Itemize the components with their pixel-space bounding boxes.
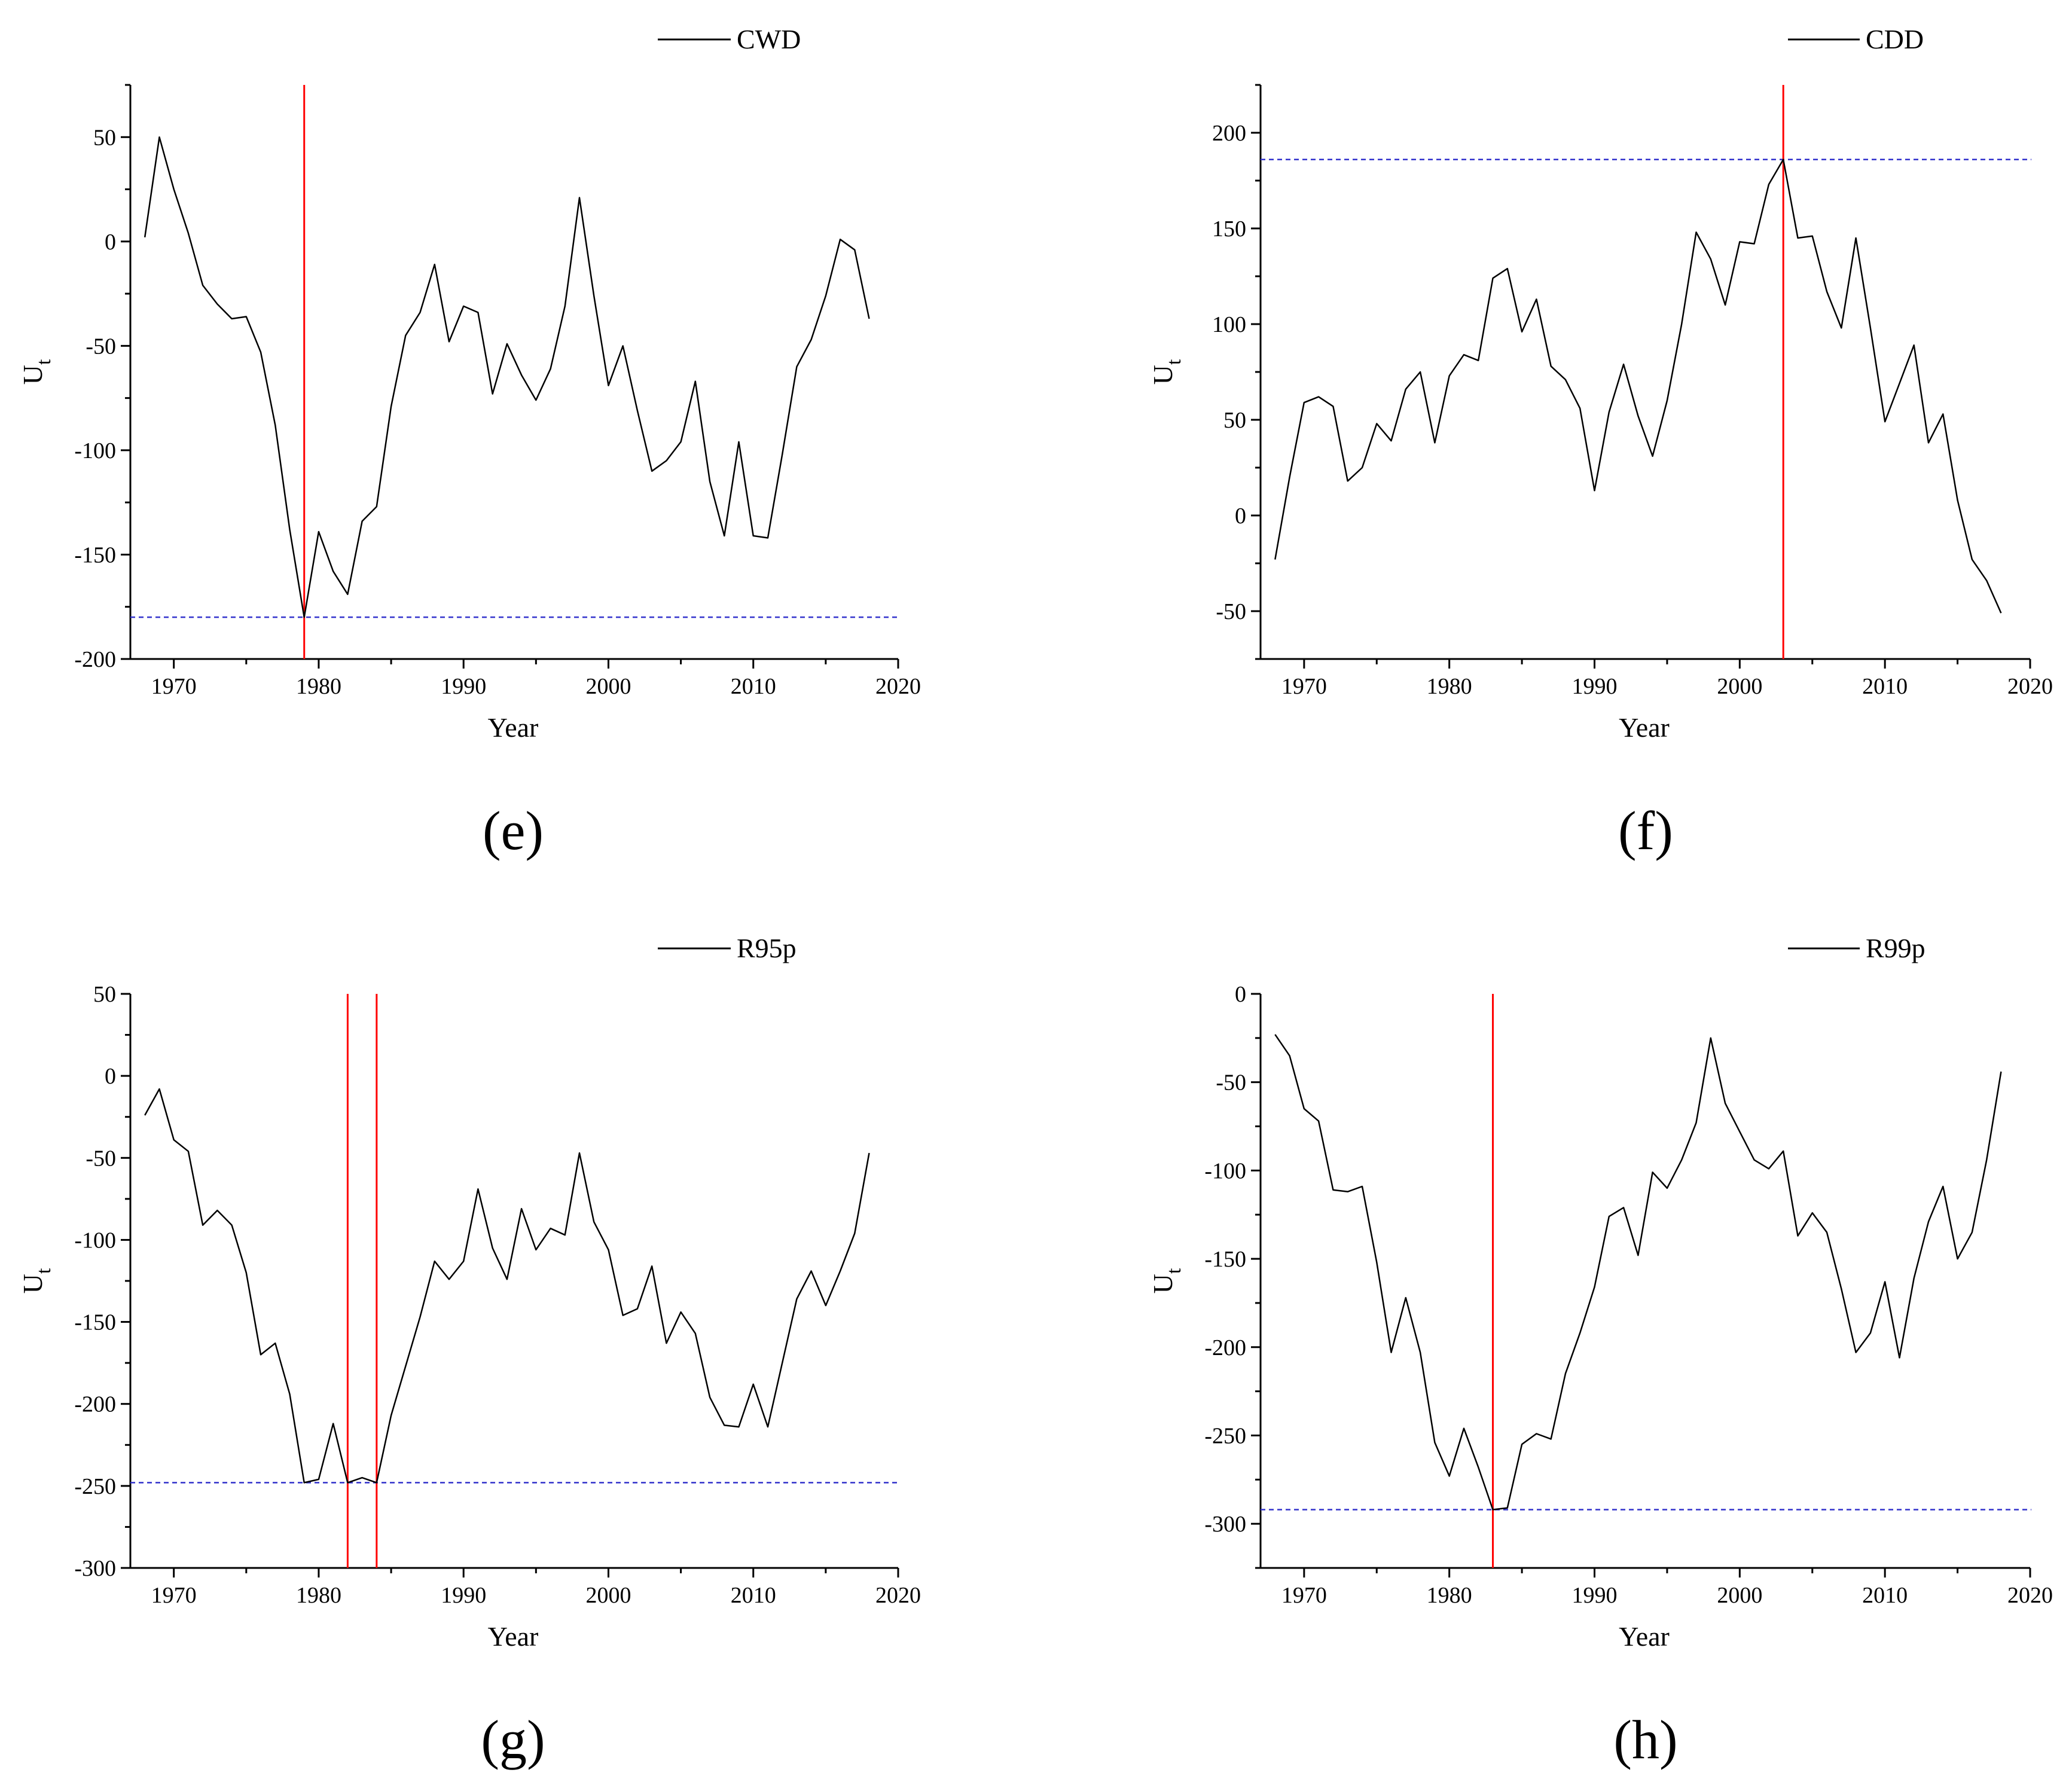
series-line-0 [144, 1088, 870, 1484]
series-line-0 [1274, 158, 2002, 614]
y-tick-label: -250 [1204, 1423, 1246, 1448]
x-tick-label: 1990 [1572, 1583, 1618, 1608]
y-tick-label: 0 [105, 230, 116, 255]
y-axis-title: Ut [1148, 1268, 1185, 1293]
x-tick-label: 2020 [2007, 674, 2053, 699]
y-tick-label: -50 [1216, 599, 1246, 624]
x-tick-label: 1980 [1427, 1583, 1472, 1608]
x-tick-label: 1970 [151, 674, 197, 699]
y-tick-label: 100 [1212, 312, 1246, 337]
x-tick-label: 2010 [1862, 1583, 1908, 1608]
y-tick-label: -300 [1204, 1512, 1246, 1537]
x-tick-label: 1990 [441, 674, 486, 699]
y-tick-label: 50 [1223, 408, 1246, 433]
x-tick-label: 1980 [296, 674, 341, 699]
legend-label: R95p [737, 933, 797, 963]
y-axis-title-subscript: t [33, 1268, 55, 1274]
y-tick-label: 0 [1235, 982, 1246, 1007]
legend-label: CDD [1866, 24, 1924, 54]
x-tick-label: 2000 [1717, 1583, 1762, 1608]
series-line-0 [1274, 1034, 2002, 1511]
y-axis-title-main: U [1148, 365, 1178, 385]
x-tick-label: 1980 [296, 1583, 341, 1608]
x-tick-label: 2020 [875, 1583, 921, 1608]
y-axis-title: Ut [17, 1268, 55, 1293]
y-tick-label: 0 [1235, 504, 1246, 529]
y-axis-title: Ut [1148, 359, 1185, 385]
y-axis-title-main: U [1148, 1274, 1178, 1293]
y-tick-label: -250 [74, 1474, 116, 1499]
x-tick-label: 2000 [1717, 674, 1762, 699]
y-axis-title-subscript: t [1163, 359, 1185, 365]
y-axis-title-subscript: t [33, 359, 55, 365]
x-axis-title: Year [488, 1621, 539, 1652]
y-tick-label: -150 [74, 542, 116, 567]
y-tick-label: -100 [74, 438, 116, 463]
x-tick-label: 2010 [731, 1583, 776, 1608]
x-tick-label: 2000 [585, 1583, 631, 1608]
y-axis-title-subscript: t [1163, 1268, 1185, 1274]
x-tick-label: 1990 [441, 1583, 486, 1608]
legend-label: CWD [737, 24, 801, 54]
y-tick-label: -300 [74, 1556, 116, 1581]
y-tick-label: -200 [74, 647, 116, 672]
y-tick-label: -100 [1204, 1158, 1246, 1183]
x-tick-label: 2020 [2007, 1583, 2053, 1608]
x-tick-label: 1970 [151, 1583, 197, 1608]
panel-label: (h) [1613, 1709, 1677, 1770]
x-tick-label: 2000 [585, 674, 631, 699]
legend-label: R99p [1866, 933, 1925, 963]
y-tick-label: -150 [1204, 1247, 1246, 1272]
y-axis-title-main: U [17, 365, 48, 385]
x-tick-label: 1990 [1572, 674, 1618, 699]
y-tick-label: -200 [74, 1392, 116, 1417]
series-line-0 [144, 136, 870, 618]
y-tick-label: 200 [1212, 121, 1246, 146]
y-tick-label: 50 [93, 982, 116, 1007]
x-axis-title: Year [488, 712, 539, 743]
y-tick-label: 50 [93, 125, 116, 150]
y-tick-label: 150 [1212, 216, 1246, 242]
chart-panel-1: 200 150 100 50 0 -50 1970 1980 1990 2000 2010 2020 Y… [1148, 24, 2053, 861]
x-tick-label: 2010 [1862, 674, 1908, 699]
y-tick-label: -200 [1204, 1335, 1246, 1360]
y-axis-title-main: U [17, 1274, 48, 1293]
x-axis-title: Year [1619, 712, 1670, 743]
chart-panel-0: 50 0 -50 -100 -150 -200 1970 1980 1990 2000 2010 20… [17, 24, 921, 861]
y-tick-label: -100 [74, 1228, 116, 1253]
panel-label: (g) [481, 1709, 545, 1770]
x-tick-label: 1970 [1281, 674, 1327, 699]
panel-label: (f) [1618, 800, 1673, 861]
panel-label: (e) [483, 800, 544, 861]
x-tick-label: 2010 [731, 674, 776, 699]
y-tick-label: -50 [86, 334, 116, 359]
y-tick-label: -50 [1216, 1070, 1246, 1096]
chart-panel-2: 50 0 -50 -100 -150 -200 -250 -300 1970 1980 1990 20… [17, 933, 921, 1770]
x-tick-label: 2020 [875, 674, 921, 699]
y-tick-label: -50 [86, 1146, 116, 1171]
y-axis-title: Ut [17, 359, 55, 385]
chart-panel-3: 0 -50 -100 -150 -200 -250 -300 1970 1980 1990 2000… [1148, 933, 2053, 1770]
y-tick-label: 0 [105, 1064, 116, 1089]
x-tick-label: 1970 [1281, 1583, 1327, 1608]
x-axis-title: Year [1619, 1621, 1670, 1652]
x-tick-label: 1980 [1427, 674, 1472, 699]
y-tick-label: -150 [74, 1310, 116, 1335]
